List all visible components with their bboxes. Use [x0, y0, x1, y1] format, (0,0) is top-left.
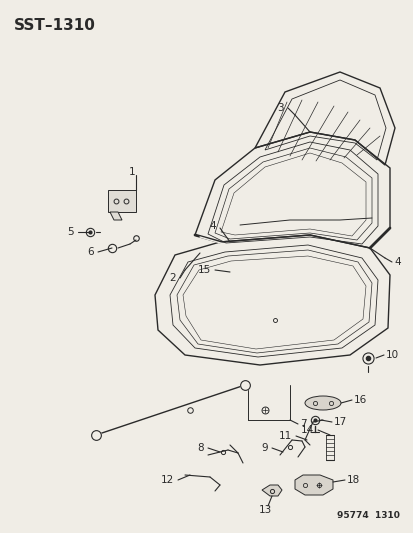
Text: 9: 9 [261, 443, 267, 453]
Polygon shape [261, 485, 281, 496]
Ellipse shape [304, 396, 340, 410]
Text: 4: 4 [393, 257, 400, 267]
Text: 3: 3 [277, 103, 283, 113]
Text: 7: 7 [299, 419, 306, 429]
Text: 15: 15 [197, 265, 211, 275]
Text: 17: 17 [333, 417, 347, 427]
Polygon shape [108, 190, 136, 212]
Text: 10: 10 [385, 350, 398, 360]
Text: 6: 6 [87, 247, 94, 257]
Text: 16: 16 [353, 395, 366, 405]
Text: 13: 13 [258, 505, 271, 515]
Text: 8: 8 [197, 443, 204, 453]
Text: 95774  1310: 95774 1310 [336, 511, 399, 520]
Text: 5: 5 [67, 227, 74, 237]
Text: 14: 14 [300, 425, 313, 435]
Polygon shape [294, 475, 332, 495]
Polygon shape [110, 212, 122, 220]
Text: 4: 4 [209, 221, 216, 231]
Text: 2: 2 [169, 273, 176, 283]
Text: 12: 12 [160, 475, 173, 485]
Text: 1: 1 [128, 167, 135, 177]
Text: SST–1310: SST–1310 [14, 18, 96, 33]
Text: 11: 11 [278, 431, 291, 441]
Text: 18: 18 [346, 475, 359, 485]
